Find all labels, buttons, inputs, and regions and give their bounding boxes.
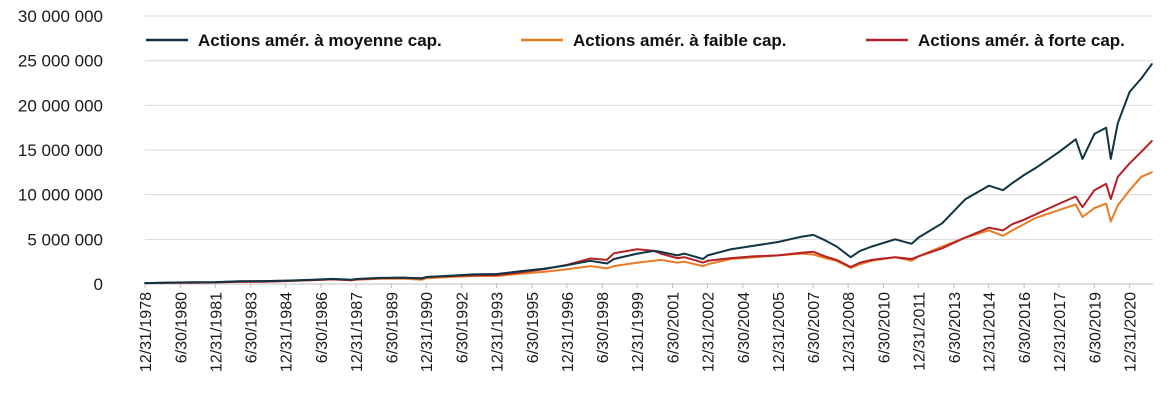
x-tick-label: 6/30/1983	[244, 292, 261, 363]
x-tick-label: 12/31/1996	[560, 292, 577, 372]
x-tick-label: 6/30/1980	[173, 292, 190, 363]
x-tick-label: 6/30/2001	[666, 292, 683, 363]
y-tick-label: 25 000 000	[18, 52, 103, 71]
x-tick-label: 6/30/1992	[455, 292, 472, 363]
x-tick-label: 6/30/2019	[1087, 292, 1104, 363]
y-tick-label: 15 000 000	[18, 141, 103, 160]
y-tick-label: 20 000 000	[18, 96, 103, 115]
x-tick-label: 6/30/1989	[384, 292, 401, 363]
y-tick-label: 0	[94, 275, 103, 294]
x-tick-label: 12/31/1993	[490, 292, 507, 372]
x-tick-label: 6/30/2007	[806, 292, 823, 363]
y-axis: 0 5 000 000 10 000 000 15 000 000 20 000 000…	[18, 7, 103, 294]
grid-layer	[145, 15, 1153, 285]
series-line-0	[144, 63, 1153, 285]
legend-label: Actions amér. à moyenne cap.	[198, 31, 442, 50]
x-tick-label: 12/31/2014	[982, 292, 999, 372]
y-tick-label: 5 000 000	[27, 230, 103, 249]
legend: Actions amér. à moyenne cap. Actions amér…	[146, 31, 1125, 50]
x-tick-label: 12/31/1990	[419, 292, 436, 372]
x-tick-label: 6/30/1986	[314, 292, 331, 363]
x-tick-label: 6/30/2013	[947, 292, 964, 363]
x-tick-label: 12/31/1978	[138, 292, 155, 372]
x-tick-label: 12/31/2017	[1052, 292, 1069, 372]
x-tick-label: 12/31/1999	[630, 292, 647, 372]
y-tick-label: 30 000 000	[18, 7, 103, 26]
legend-item-2: Actions amér. à forte cap.	[866, 31, 1125, 50]
series-layer	[144, 63, 1153, 285]
legend-item-0: Actions amér. à moyenne cap.	[146, 31, 442, 50]
y-tick-label: 10 000 000	[18, 186, 103, 205]
x-tick-label: 12/31/2020	[1122, 292, 1139, 372]
x-tick-label: 12/31/2005	[771, 292, 788, 372]
x-tick-label: 12/31/2002	[700, 292, 717, 372]
x-tick-label: 6/30/1995	[525, 292, 542, 363]
x-tick-label: 12/31/2008	[841, 292, 858, 372]
legend-label: Actions amér. à faible cap.	[573, 31, 787, 50]
x-tick-label: 6/30/2016	[1017, 292, 1034, 363]
x-tick-label: 12/31/2011	[911, 292, 928, 371]
x-tick-label: 6/30/1998	[595, 292, 612, 363]
x-tick-label: 12/31/1987	[349, 292, 366, 372]
x-tick-label: 12/31/1981	[208, 292, 225, 372]
x-tick-label: 6/30/2010	[876, 292, 893, 363]
x-tick-label: 6/30/2004	[736, 292, 753, 363]
legend-label: Actions amér. à forte cap.	[918, 31, 1125, 50]
x-axis: 12/31/1978 6/30/1980 12/31/1981 6/30/1983 12…	[138, 284, 1139, 372]
legend-item-1: Actions amér. à faible cap.	[521, 31, 787, 50]
x-tick-label: 12/31/1984	[279, 292, 296, 372]
